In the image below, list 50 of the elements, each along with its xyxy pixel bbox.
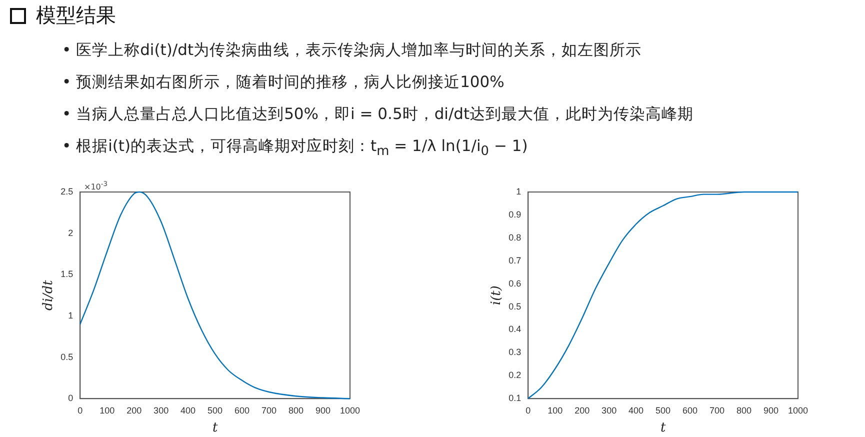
x-tick-label: 500 — [208, 405, 223, 416]
x-tick-label: 0 — [78, 405, 83, 416]
x-tick-label: 900 — [763, 405, 779, 416]
x-tick-label: 1000 — [340, 405, 360, 416]
y-tick-label: 0.3 — [508, 347, 522, 358]
annotation: ×10$^{-3}$ — [84, 180, 108, 192]
x-tick-label: 600 — [682, 405, 698, 416]
x-tick-label: 100 — [100, 405, 115, 416]
line-series — [528, 191, 799, 400]
y-tick-label: 0 — [68, 393, 74, 404]
text: • 根据i(t)的表达式，可得高峰期对应时刻：t$_{m}$ = 1/λ ln(1/i$_{0}$ − 1) — [62, 136, 529, 162]
y-tick-label: 2 — [68, 228, 74, 238]
y-tick-label: 0.5 — [60, 352, 74, 362]
y-tick-label: 0.7 — [508, 255, 522, 266]
y-tick-label: 0.4 — [508, 324, 522, 334]
x-axis-title: t — [212, 420, 218, 436]
y-tick-label: 2.5 — [60, 186, 74, 196]
y-tick-label: 1 — [516, 186, 522, 196]
x-tick-label: 1000 — [788, 405, 808, 416]
y-tick-label: 1.5 — [60, 269, 74, 280]
y-tick-label: 0.6 — [508, 278, 522, 288]
x-axis-title: t — [660, 420, 666, 436]
x-tick-label: 500 — [656, 405, 671, 416]
x-tick-label: 600 — [234, 405, 250, 416]
x-tick-label: 100 — [548, 405, 563, 416]
x-tick-label: 400 — [180, 405, 196, 416]
y-tick-label: 0.8 — [508, 232, 522, 242]
y-tick-label: 1 — [68, 310, 74, 320]
x-tick-label: 700 — [710, 405, 725, 416]
text: • 当病人总量占总人口比值达到50%，即i = 0.5时，di/dt达到最大值，此时为传染高峰期 — [62, 104, 695, 125]
x-tick-label: 300 — [602, 405, 617, 416]
x-tick-label: 700 — [262, 405, 277, 416]
x-tick-label: 800 — [736, 405, 752, 416]
x-tick-label: 200 — [574, 405, 590, 416]
y-tick-label: 0.1 — [508, 393, 522, 404]
x-tick-label: 200 — [126, 405, 142, 416]
y-tick-label: 0.9 — [508, 209, 522, 220]
text: • 医学上称di(t)/dt为传染病曲线，表示传染病人增加率与时间的关系，如左图所示 — [62, 40, 643, 61]
line-series — [80, 191, 351, 400]
y-axis-title: i(t) — [489, 286, 504, 306]
y-tick-label: 0.5 — [508, 301, 522, 312]
x-tick-label: 300 — [154, 405, 169, 416]
x-tick-label: 900 — [315, 405, 331, 416]
text: • 预测结果如右图所示，随着时间的推移，病人比例接近100% — [62, 72, 506, 93]
text: 模型结果 — [36, 2, 116, 29]
x-tick-label: 400 — [628, 405, 644, 416]
y-axis-title: di/dt — [41, 279, 56, 311]
y-tick-label: 0.2 — [508, 370, 522, 380]
x-tick-label: 800 — [288, 405, 304, 416]
x-tick-label: 0 — [526, 405, 531, 416]
